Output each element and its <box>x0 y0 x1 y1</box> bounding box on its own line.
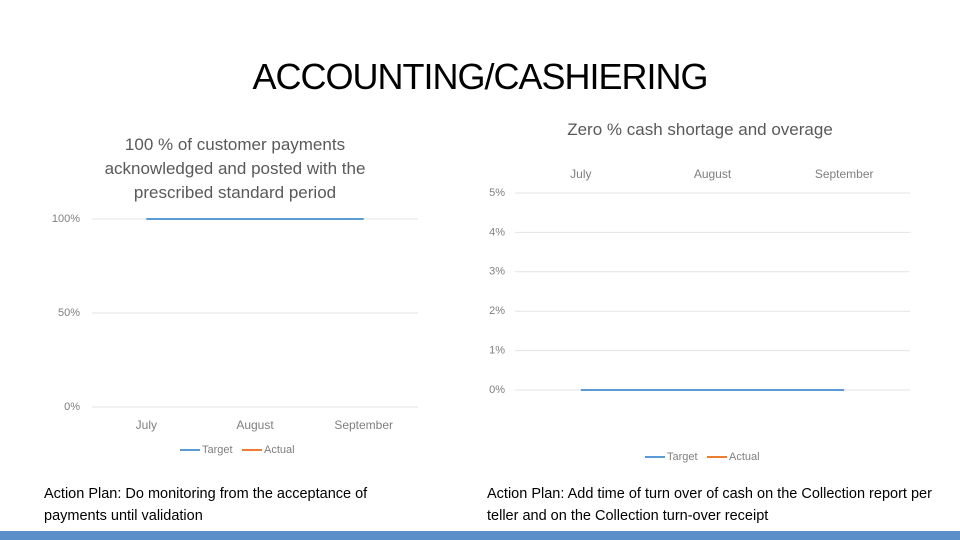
y-tick-label: 5% <box>489 187 505 199</box>
x-tick-label: September <box>815 167 874 181</box>
y-tick-label: 100% <box>52 213 80 225</box>
legend-label: Actual <box>264 444 295 456</box>
x-tick-label: July <box>136 418 157 432</box>
x-tick-label: August <box>694 167 732 181</box>
y-tick-label: 3% <box>489 266 505 278</box>
x-tick-label: September <box>334 418 393 432</box>
y-tick-label: 50% <box>58 307 80 319</box>
y-tick-label: 0% <box>489 384 505 396</box>
y-tick-label: 1% <box>489 345 505 357</box>
y-tick-label: 2% <box>489 305 505 317</box>
x-tick-label: July <box>570 167 591 181</box>
chart-title: 100 % of customer payments acknowledged … <box>104 135 366 202</box>
y-tick-label: 0% <box>64 401 80 413</box>
x-tick-label: August <box>236 418 274 432</box>
legend-label: Actual <box>729 451 760 463</box>
action-plan: Action Plan: Do monitoring from the acce… <box>44 486 368 524</box>
action-plan: Action Plan: Add time of turn over of ca… <box>487 486 932 524</box>
bottom-bar <box>0 531 960 540</box>
slide-title: ACCOUNTING/CASHIERING <box>252 56 708 97</box>
legend-label: Target <box>202 444 233 456</box>
legend-label: Target <box>667 451 698 463</box>
y-tick-label: 4% <box>489 226 505 238</box>
chart-title: Zero % cash shortage and overage <box>567 120 833 139</box>
